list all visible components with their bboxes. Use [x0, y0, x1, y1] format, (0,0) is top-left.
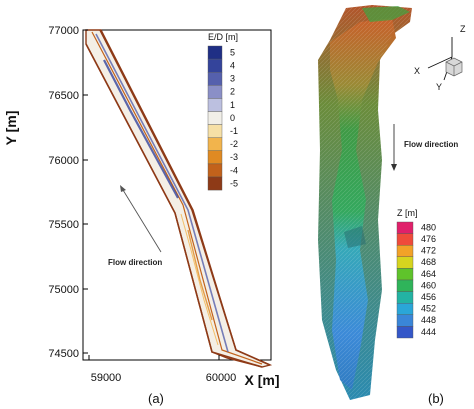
axis-triad: Z X Y: [414, 24, 466, 92]
ed-legend-tick: -1: [230, 126, 238, 136]
y-tick-label: 75000: [48, 284, 79, 296]
ed-legend-swatch: [207, 111, 223, 125]
triad-x-label: X: [414, 66, 420, 76]
ed-legend-swatch: [207, 85, 223, 99]
y-tick-label: 75500: [48, 219, 79, 231]
ed-legend-swatch: [207, 58, 223, 73]
panel-b-label: (b): [428, 391, 444, 406]
z-legend-tick: 468: [421, 257, 436, 267]
ed-legend-tick: 2: [230, 87, 235, 97]
flow-direction-label: Flow direction: [108, 258, 162, 267]
z-legend-swatch: [396, 256, 414, 269]
z-legend-tick: 456: [421, 292, 436, 302]
z-legend-tick: 476: [421, 234, 436, 244]
z-legend-tick: 472: [421, 246, 436, 256]
ed-legend-tick: 0: [230, 113, 235, 123]
z-legend-swatch: [396, 326, 414, 339]
panel-b-terrain: [318, 5, 412, 400]
panel-a: 77000 76500 76000 75500 75000 74500 Y [m…: [3, 25, 280, 406]
triad-z-label: Z: [460, 24, 466, 34]
flow-arrow-icon: [391, 164, 397, 171]
ed-legend-swatch: [207, 45, 223, 60]
ed-legend-tick: 1: [230, 100, 235, 110]
panel-a-channel: [85, 29, 273, 368]
y-tick-label: 76000: [48, 155, 79, 167]
z-legend-swatch: [396, 233, 414, 246]
panel-a-flow-annotation: Flow direction: [108, 185, 162, 267]
ed-legend-swatch: [207, 163, 223, 178]
x-tick-label: 59000: [91, 372, 122, 384]
ed-legend-swatches: 5 4 3 2 1 0 -1 -2 -3 -4 -5: [207, 45, 238, 191]
flow-direction-label: Flow direction: [404, 140, 458, 149]
z-legend-tick: 480: [421, 222, 436, 232]
panel-a-x-axis: 59000 60000 X [m]: [88, 355, 280, 388]
y-tick-label: 77000: [48, 25, 79, 37]
ed-legend: E/D [m] 5 4 3 2 1 0 -1 -2 -3 -4 -5: [207, 32, 238, 191]
panel-a-label: (a): [148, 391, 164, 406]
ed-legend-tick: -5: [230, 178, 238, 188]
z-legend-swatch: [396, 291, 414, 304]
z-legend-tick: 444: [421, 327, 436, 337]
z-legend-swatch: [396, 221, 414, 234]
ed-legend-swatch: [207, 150, 223, 165]
panel-a-y-axis: 77000 76500 76000 75500 75000 74500 Y [m…: [3, 25, 88, 360]
ed-legend-tick: -4: [230, 165, 238, 175]
ed-legend-title: E/D [m]: [208, 32, 238, 42]
ed-legend-tick: -3: [230, 152, 238, 162]
ed-legend-swatch: [207, 176, 223, 191]
z-legend-title: Z [m]: [397, 208, 418, 218]
z-legend-tick: 464: [421, 269, 436, 279]
ed-legend-tick: 4: [230, 61, 235, 71]
ed-legend-tick: -2: [230, 139, 238, 149]
ed-legend-swatch: [207, 71, 223, 86]
y-tick-label: 76500: [48, 90, 79, 102]
x-axis-title: X [m]: [245, 372, 280, 388]
z-legend-swatch: [396, 303, 414, 316]
y-axis-title: Y [m]: [3, 111, 19, 146]
ed-legend-swatch: [207, 124, 223, 138]
panel-b-flow-annotation: Flow direction: [391, 124, 458, 171]
ed-legend-swatch: [207, 98, 223, 112]
y-tick-label: 74500: [48, 348, 79, 360]
triad-y-label: Y: [436, 82, 442, 92]
z-legend-tick: 448: [421, 315, 436, 325]
z-legend-swatch: [396, 268, 414, 281]
z-legend-swatch: [396, 244, 414, 257]
z-legend-swatch: [396, 279, 414, 292]
z-legend-tick: 452: [421, 304, 436, 314]
ed-legend-tick: 3: [230, 74, 235, 84]
x-tick-label: 60000: [206, 372, 237, 384]
flow-arrow-icon: [120, 185, 126, 192]
z-legend-tick: 460: [421, 280, 436, 290]
z-legend-swatch: [396, 314, 414, 327]
ed-legend-swatch: [207, 137, 223, 151]
ed-legend-tick: 5: [230, 47, 235, 57]
